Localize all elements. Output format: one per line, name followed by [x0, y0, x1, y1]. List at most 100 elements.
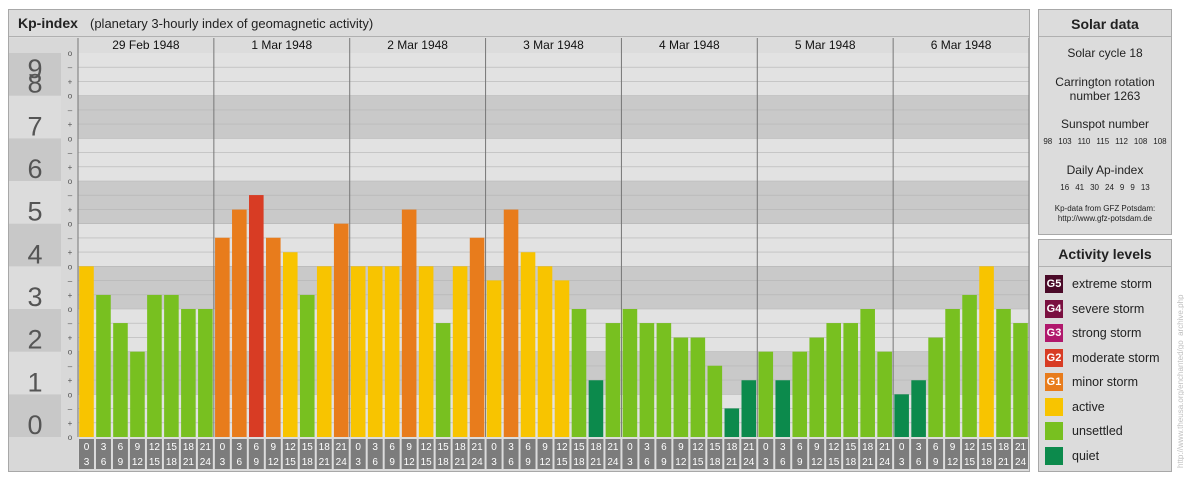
kp-band [78, 138, 1029, 181]
kp-bar [266, 237, 281, 437]
y-tick-label: 9 [27, 54, 42, 84]
time-interval-cell [758, 439, 774, 469]
time-interval-start: 12 [692, 442, 704, 453]
time-interval-end: 21 [455, 457, 467, 468]
time-interval-end: 18 [438, 457, 450, 468]
time-interval-cell [146, 439, 162, 469]
legend-item-minor-storm: G1 minor storm [1045, 373, 1169, 393]
time-interval-start: 6 [797, 442, 803, 453]
source-link[interactable]: http://www.gfz-potsdam.de [1057, 214, 1153, 223]
time-interval-cell [367, 439, 383, 469]
chart-title: Kp-index [18, 15, 78, 31]
time-interval-start: 21 [607, 442, 619, 453]
time-interval-cell [928, 439, 944, 469]
ap-index-value-4: 9 [1119, 183, 1125, 192]
y-subtick-label: o [68, 134, 73, 143]
time-interval-end: 24 [472, 457, 484, 468]
kp-bar [775, 380, 791, 437]
time-interval-cell [265, 439, 281, 469]
solar-data-title-bar: Solar data [1039, 10, 1171, 37]
kp-bar [860, 309, 875, 437]
legend-label: active [1072, 399, 1105, 414]
time-interval-end: 12 [404, 457, 416, 468]
time-interval-cell [503, 439, 519, 469]
day-label: 1 Mar 1948 [251, 38, 312, 52]
kp-bar [520, 252, 536, 437]
kp-bar [588, 380, 604, 437]
time-interval-cell [486, 439, 502, 469]
kp-bar [299, 294, 315, 437]
time-interval-start: 15 [709, 442, 721, 453]
time-interval-start: 15 [981, 442, 993, 453]
solar-data-panel: Solar data Solar cycle 18 Carrington rot… [1038, 9, 1172, 235]
legend-item-active: active [1045, 397, 1169, 418]
time-interval-end: 12 [947, 457, 959, 468]
time-interval-end: 21 [862, 457, 874, 468]
time-interval-end: 18 [302, 457, 314, 468]
time-interval-end: 12 [132, 457, 144, 468]
kp-band [78, 95, 1029, 139]
time-interval-cell [214, 439, 230, 469]
kp-bar [232, 209, 247, 437]
y-tick-label: 5 [27, 197, 42, 227]
time-interval-start: 12 [964, 442, 976, 453]
kp-bar [249, 195, 264, 437]
time-interval-start: 3 [780, 442, 786, 453]
kp-bar [503, 209, 519, 437]
time-interval-end: 3 [899, 457, 905, 468]
time-interval-end: 21 [590, 457, 602, 468]
time-interval-cell [826, 439, 842, 469]
kp-bar [673, 337, 689, 437]
time-interval-cell [843, 439, 859, 469]
time-interval-start: 12 [828, 442, 840, 453]
time-interval-end: 12 [811, 457, 823, 468]
kp-bar [1013, 323, 1028, 437]
y-subtick-label: + [68, 205, 73, 214]
time-interval-cell [571, 439, 587, 469]
legend-swatch [1045, 446, 1063, 465]
kp-bar [469, 237, 485, 437]
day-label: 29 Feb 1948 [112, 38, 180, 52]
legend-item-unsettled: unsettled [1045, 422, 1169, 442]
time-interval-end: 6 [644, 457, 650, 468]
legend-item-moderate-storm: G2 moderate storm [1045, 348, 1169, 369]
sunspot-value-1: 103 [1058, 137, 1072, 146]
time-interval-end: 3 [491, 457, 497, 468]
time-interval-cell [979, 439, 995, 469]
legend-swatch: G4 [1045, 299, 1063, 318]
kp-bar [605, 323, 621, 437]
time-interval-start: 9 [406, 442, 412, 453]
time-interval-end: 15 [828, 457, 840, 468]
time-interval-start: 3 [508, 442, 514, 453]
time-interval-end: 15 [692, 457, 704, 468]
y-tick-label: 2 [27, 325, 42, 355]
time-interval-start: 3 [101, 442, 107, 453]
y-subtick-label: – [68, 362, 73, 371]
ap-index-value-0: 16 [1060, 183, 1070, 192]
legend-swatch: G2 [1045, 348, 1063, 367]
activity-levels-title-bar: Activity levels [1039, 240, 1171, 267]
kp-bar [181, 309, 196, 437]
time-interval-start: 6 [661, 442, 667, 453]
kp-bar [826, 323, 841, 437]
time-interval-start: 0 [627, 442, 633, 453]
kp-bar-chart: 0123456789o+–o+–o+–o+–o+–o+–o+–o+–o+–o29… [9, 38, 1029, 471]
kp-bar [996, 309, 1011, 437]
time-interval-cell [894, 439, 910, 469]
time-interval-end: 15 [421, 457, 433, 468]
time-interval-end: 3 [763, 457, 769, 468]
time-interval-end: 9 [254, 457, 260, 468]
y-label-band [9, 266, 61, 309]
y-subtick-label: o [68, 433, 73, 442]
kp-bar [79, 266, 94, 437]
kp-bar [554, 280, 570, 437]
time-interval-end: 24 [336, 457, 348, 468]
time-interval-start: 3 [237, 442, 243, 453]
time-interval-cell [112, 439, 128, 469]
y-label-band [9, 309, 61, 352]
y-label-band [9, 394, 61, 437]
time-interval-start: 9 [135, 442, 141, 453]
time-interval-end: 9 [118, 457, 124, 468]
kp-bar [164, 294, 179, 437]
legend-label: severe storm [1072, 301, 1145, 316]
